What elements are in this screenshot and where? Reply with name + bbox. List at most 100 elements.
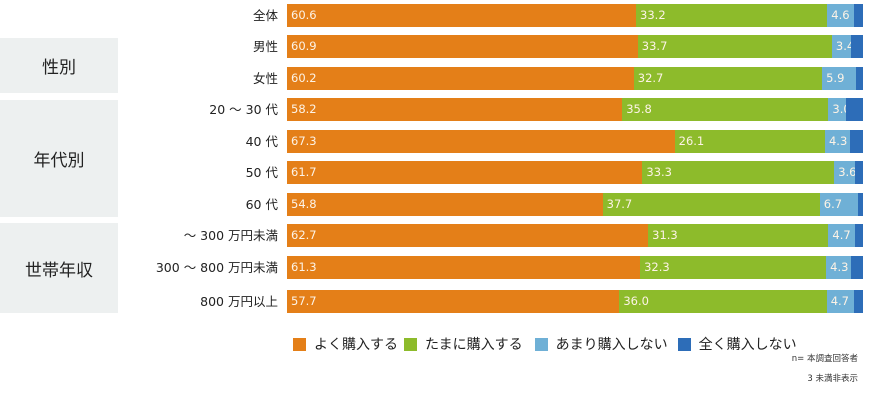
group-label-age: 年代別	[0, 100, 118, 217]
bar-segment: 33.3	[642, 161, 835, 184]
bar-segment: 61.3	[287, 256, 641, 279]
bar-segment: 3.4	[831, 35, 852, 58]
bar-segment: 32.3	[640, 256, 827, 279]
group-label-income-text: 世帯年収	[25, 260, 93, 281]
bar-segment: 62.7	[287, 224, 649, 247]
stacked-bar: 54.8 37.7 6.7	[287, 193, 863, 216]
bar-segment: 31.3	[648, 224, 829, 247]
group-label-gender-text: 性別	[42, 58, 76, 78]
bar-segment: 4.7	[828, 224, 856, 247]
bar-value-label: 32.7	[637, 71, 664, 85]
bar-value-label: 61.7	[291, 165, 317, 179]
stacked-bar: 60.9 33.7 3.4	[287, 35, 863, 58]
bar-value-label: 60.6	[291, 8, 317, 22]
bar-value-label: 3.6	[838, 165, 855, 179]
bar-segment: 58.2	[287, 98, 623, 121]
bar-segment: 4.7	[826, 290, 854, 313]
legend: よく購入する たまに購入する あまり購入しない 全く購入しない	[293, 334, 803, 354]
bar-segment: 5.9	[822, 67, 857, 90]
bar-segment	[849, 130, 863, 153]
bar-value-label: 4.7	[832, 228, 851, 242]
bar-segment: 3.6	[834, 161, 855, 184]
bar-value-label: 31.3	[652, 228, 678, 242]
legend-item-rarely: あまり購入しない	[534, 334, 668, 354]
bar-segment: 4.6	[827, 4, 854, 27]
stacked-bar: 60.6 33.2 4.6	[287, 4, 863, 27]
bar-segment: 60.6	[287, 4, 637, 27]
bar-segment: 4.3	[824, 130, 850, 153]
bar-value-label: 32.3	[644, 260, 670, 274]
bar-value-label: 4.3	[828, 134, 848, 148]
bar-value-label: 37.7	[606, 197, 633, 211]
bar-value-label: 54.8	[291, 197, 317, 211]
bar-value-label: 3.4	[835, 39, 852, 53]
bar-segment: 6.7	[819, 193, 859, 216]
bar-value-label: 67.3	[291, 134, 317, 148]
stacked-bar: 61.3 32.3 4.3	[287, 256, 863, 279]
hidden-values-note: 3 未満非表示	[807, 374, 858, 384]
row-label: 全体	[252, 8, 278, 23]
bar-value-label: 60.2	[291, 71, 317, 85]
bar-segment	[858, 193, 863, 216]
bar-value-label: 4.3	[830, 260, 849, 274]
legend-swatch-orange-icon	[293, 337, 306, 351]
group-label-age-text: 年代別	[33, 151, 85, 171]
legend-label: たまに購入する	[425, 337, 523, 353]
group-label-income: 世帯年収	[0, 223, 118, 313]
stacked-bar: 58.2 35.8 3.0	[287, 98, 863, 121]
bar-segment: 33.2	[636, 4, 828, 27]
bar-value-label: 5.9	[826, 71, 845, 85]
stacked-bar: 57.7 36.0 4.7	[287, 290, 863, 313]
bar-value-label: 58.2	[291, 102, 317, 116]
bar-segment: 61.7	[287, 161, 643, 184]
row-label: 300 〜 800 万円未満	[155, 260, 278, 275]
bar-segment: 4.3	[826, 256, 851, 279]
row-label: 男性	[252, 39, 278, 54]
stacked-bar: 60.2 32.7 5.9	[287, 67, 863, 90]
legend-item-often: よく購入する	[293, 334, 398, 354]
bar-segment	[850, 256, 863, 279]
bar-segment	[856, 67, 863, 90]
row-label: 40 代	[245, 134, 278, 149]
row-label: 50 代	[245, 165, 278, 180]
bar-segment	[851, 35, 863, 58]
bar-value-label: 35.8	[626, 102, 652, 116]
bar-value-label: 36.0	[623, 294, 649, 308]
bar-value-label: 57.7	[291, 294, 317, 308]
bar-segment: 60.2	[287, 67, 634, 90]
row-label: 60 代	[245, 197, 278, 212]
legend-label: あまり購入しない	[555, 337, 668, 353]
bar-value-label: 62.7	[291, 228, 317, 242]
bar-value-label: 33.7	[641, 39, 668, 53]
bar-value-label: 33.3	[646, 165, 672, 179]
bar-segment: 60.9	[287, 35, 638, 58]
bar-segment: 3.0	[828, 98, 846, 121]
bar-value-label: 60.9	[291, 39, 317, 53]
bar-segment	[854, 161, 863, 184]
bar-segment: 26.1	[674, 130, 825, 153]
row-label: 800 万円以上	[200, 294, 278, 309]
bar-segment: 54.8	[287, 193, 603, 216]
bar-segment: 32.7	[633, 67, 823, 90]
row-label: 20 〜 30 代	[209, 102, 278, 117]
bar-segment	[855, 224, 863, 247]
stacked-bar: 62.7 31.3 4.7	[287, 224, 863, 247]
legend-swatch-darkblue-icon	[677, 337, 691, 351]
bar-segment: 37.7	[602, 193, 820, 216]
bar-segment: 36.0	[619, 290, 827, 313]
stacked-bar: 67.3 26.1 4.3	[287, 130, 863, 153]
bar-value-label: 4.7	[830, 294, 849, 308]
bar-value-label: 26.1	[678, 134, 705, 148]
bar-value-label: 61.3	[291, 260, 317, 274]
legend-label: よく購入する	[314, 337, 398, 353]
bar-value-label: 6.7	[823, 197, 843, 211]
bar-segment: 67.3	[287, 130, 675, 153]
group-label-gender: 性別	[0, 38, 118, 93]
legend-swatch-green-icon	[404, 337, 417, 351]
bar-segment	[845, 98, 863, 121]
bar-value-label: 33.2	[640, 8, 666, 22]
bar-value-label: 3.0	[832, 102, 845, 116]
bar-segment	[853, 290, 863, 313]
bar-value-label: 4.6	[831, 8, 850, 22]
legend-item-never: 全く購入しない	[677, 334, 797, 354]
